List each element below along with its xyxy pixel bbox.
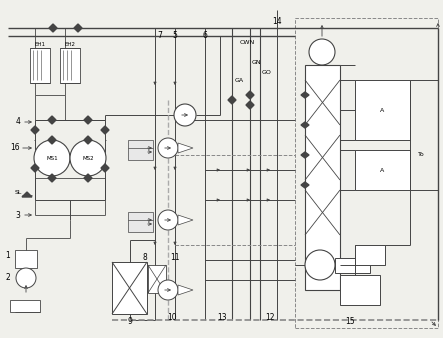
Polygon shape [228,96,236,104]
Text: MS1: MS1 [46,155,58,161]
Bar [60,48,80,83]
Text: 10: 10 [167,314,177,322]
Text: 3: 3 [16,211,20,219]
Text: MS2: MS2 [82,155,94,161]
Polygon shape [301,182,309,188]
Polygon shape [48,116,56,124]
Text: 12: 12 [265,314,275,322]
Text: 13: 13 [217,314,227,322]
Text: 2: 2 [5,273,10,283]
Bar [112,262,147,314]
Bar [355,80,410,140]
Text: EH2: EH2 [65,43,75,48]
Polygon shape [246,91,254,99]
Bar [335,258,370,273]
Text: 16: 16 [10,144,20,152]
Text: 1: 1 [5,250,10,260]
Polygon shape [84,136,92,144]
Text: SL: SL [14,190,22,194]
Text: 7: 7 [158,30,163,40]
Bar [355,245,385,265]
Text: GO: GO [262,70,272,74]
Text: GN: GN [252,59,262,65]
Circle shape [16,268,36,288]
Polygon shape [84,174,92,182]
Text: EH1: EH1 [35,43,46,48]
Polygon shape [31,126,39,134]
Text: 15: 15 [345,317,355,327]
Text: 5: 5 [173,30,178,40]
Bar [148,265,166,293]
Circle shape [309,39,335,65]
Polygon shape [101,126,109,134]
Bar [15,250,37,268]
Polygon shape [48,136,56,144]
Text: A: A [380,168,384,172]
Circle shape [70,140,106,176]
Bar [128,140,153,160]
Text: 4: 4 [16,118,20,126]
Text: 6: 6 [202,30,207,40]
Polygon shape [22,192,32,197]
Polygon shape [84,116,92,124]
Circle shape [34,140,70,176]
Polygon shape [301,152,309,158]
Polygon shape [301,122,309,128]
Polygon shape [301,92,309,98]
Circle shape [305,250,335,280]
Text: CWN: CWN [240,40,255,45]
Text: 8: 8 [142,254,147,263]
Circle shape [158,210,178,230]
Bar [355,150,410,190]
Bar [30,48,50,83]
Circle shape [158,280,178,300]
Polygon shape [178,143,193,153]
Text: To: To [418,152,425,158]
Bar [340,275,380,305]
Bar [305,65,340,290]
Polygon shape [178,215,193,225]
Polygon shape [48,174,56,182]
Bar [128,212,153,232]
Polygon shape [246,101,254,109]
Text: GA: GA [235,77,244,82]
Text: 9: 9 [128,317,132,327]
Polygon shape [178,285,193,295]
Polygon shape [74,24,82,32]
Text: 11: 11 [170,254,180,263]
Polygon shape [49,24,57,32]
Circle shape [158,138,178,158]
Polygon shape [101,164,109,172]
Text: A: A [380,107,384,113]
Bar [295,18,438,328]
Text: 14: 14 [272,18,282,26]
Circle shape [174,104,196,126]
Bar [10,300,40,312]
Polygon shape [31,164,39,172]
